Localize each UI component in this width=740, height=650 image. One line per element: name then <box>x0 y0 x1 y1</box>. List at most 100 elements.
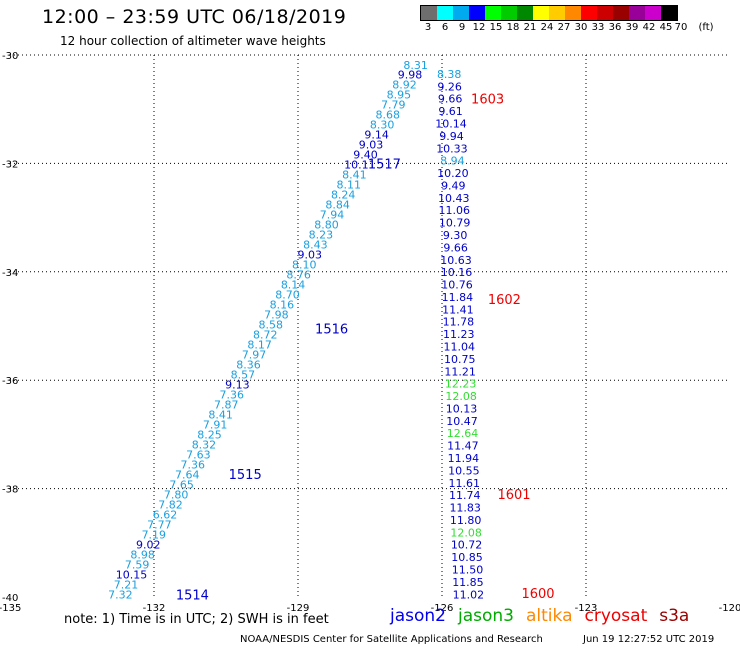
wave-height-legend: 3 6 9 12 15 18 21 24 27 30 33 36 39 42 45 70 (ft) <box>420 5 714 33</box>
pass-label: 1515 <box>229 468 262 483</box>
legend-swatch <box>629 6 645 20</box>
satellite-name: jason3 <box>458 606 514 626</box>
wave-height-value: 10.85 <box>451 551 483 564</box>
wave-height-value: 11.85 <box>452 576 484 589</box>
wave-height-value: 9.66 <box>438 93 463 106</box>
wave-height-value: 10.16 <box>441 266 473 279</box>
wave-height-value: 7.80 <box>164 488 189 501</box>
legend-swatch <box>613 6 629 20</box>
wave-height-value: 11.02 <box>453 588 485 601</box>
legend-label: 15 <box>489 22 503 33</box>
wave-height-value: 8.10 <box>292 259 317 272</box>
lat-tick-label: -38 <box>2 485 18 496</box>
satellite-name: cryosat <box>584 606 648 626</box>
wave-height-value: 8.23 <box>309 229 334 242</box>
wave-height-value: 8.70 <box>275 289 300 302</box>
wave-height-value: 9.13 <box>225 378 250 391</box>
page-subtitle: 12 hour collection of altimeter wave hei… <box>60 34 326 48</box>
wave-height-value: 11.41 <box>442 303 474 316</box>
wave-height-value: 7.94 <box>320 209 345 222</box>
legend-swatch <box>645 6 661 20</box>
legend-swatch <box>565 6 581 20</box>
pass-label: 1601 <box>497 488 530 503</box>
wave-height-value: 9.40 <box>353 149 378 162</box>
wave-height-value: 8.76 <box>286 269 311 282</box>
wave-height-value: 12.08 <box>450 526 482 539</box>
wave-height-value: 7.36 <box>181 458 206 471</box>
wave-height-value: 7.91 <box>203 418 228 431</box>
wave-height-value: 10.20 <box>437 167 469 180</box>
legend-label: 27 <box>557 22 571 33</box>
legend-label: 12 <box>472 22 486 33</box>
wave-height-value: 8.84 <box>325 199 350 212</box>
pass-label: 1514 <box>176 588 209 603</box>
wave-height-value: 12.08 <box>445 390 477 403</box>
wave-height-value: 9.03 <box>359 139 384 152</box>
wave-height-value: 11.80 <box>450 514 482 527</box>
wave-height-value: 10.75 <box>444 353 476 366</box>
wave-height-value: 7.65 <box>169 478 194 491</box>
legend-label: 42 <box>642 22 656 33</box>
wave-height-value: 7.59 <box>125 558 150 571</box>
lon-tick-label: -120 <box>719 603 740 614</box>
wave-height-value: 8.80 <box>314 219 339 232</box>
credit-text: NOAA/NESDIS Center for Satellite Applica… <box>240 634 543 645</box>
wave-height-value: 10.72 <box>451 539 483 552</box>
wave-height-value: 10.55 <box>448 464 480 477</box>
wave-height-value: 8.24 <box>331 189 356 202</box>
legend-label: 45 <box>659 22 673 33</box>
wave-height-value: 11.84 <box>442 291 474 304</box>
pass-label: 1517 <box>368 157 401 172</box>
wave-height-value: 11.50 <box>452 564 484 577</box>
wave-height-value: 12.23 <box>445 378 477 391</box>
lat-tick-label: -40 <box>2 593 18 604</box>
pass-label: 1602 <box>488 293 521 308</box>
legend-swatch <box>437 6 453 20</box>
footer-note: note: 1) Time is in UTC; 2) SWH is in fe… <box>64 612 329 627</box>
wave-height-value: 8.14 <box>281 279 306 292</box>
wave-height-value: 10.13 <box>446 402 478 415</box>
generated-timestamp: Jun 19 12:27:52 UTC 2019 <box>583 634 715 645</box>
wave-height-value: 7.97 <box>242 349 267 362</box>
satellite-name: s3a <box>659 606 690 626</box>
wave-height-value: 11.78 <box>443 316 475 329</box>
wave-height-value: 10.33 <box>436 142 468 155</box>
wave-height-value: 9.49 <box>441 179 466 192</box>
wave-height-value: 9.03 <box>298 249 323 262</box>
legend-swatch <box>501 6 517 20</box>
wave-height-value: 11.06 <box>438 204 470 217</box>
legend-swatch <box>421 6 437 20</box>
lon-tick-label: -129 <box>287 603 310 614</box>
wave-height-value: 7.79 <box>381 99 406 112</box>
legend-swatch <box>485 6 501 20</box>
wave-height-value: 7.82 <box>158 498 183 511</box>
wave-height-value: 8.92 <box>392 79 417 92</box>
wave-height-value: 12.64 <box>447 427 479 440</box>
wave-height-value: 11.47 <box>447 440 479 453</box>
legend-swatch <box>581 6 597 20</box>
legend-swatch <box>597 6 613 20</box>
legend-swatch <box>517 6 533 20</box>
wave-height-value: 9.61 <box>438 105 463 118</box>
lon-tick-label: -132 <box>143 603 166 614</box>
legend-swatch <box>661 6 677 20</box>
legend-label: 9 <box>458 22 466 33</box>
wave-height-value: 8.25 <box>197 428 222 441</box>
wave-height-value: 8.41 <box>208 408 233 421</box>
page-title: 12:00 – 23:59 UTC 06/18/2019 <box>42 6 347 28</box>
legend-unit: (ft) <box>698 22 714 33</box>
legend-label: 6 <box>441 22 449 33</box>
wave-height-value: 8.58 <box>259 319 284 332</box>
wave-height-value: 8.72 <box>253 329 278 342</box>
wave-height-value: 8.57 <box>231 368 256 381</box>
legend-labels: 3 6 9 12 15 18 21 24 27 30 33 36 39 42 45 70 (ft) <box>420 22 740 34</box>
lat-tick-label: -34 <box>2 268 18 279</box>
wave-height-value: 11.61 <box>449 477 481 490</box>
legend-swatches <box>420 5 678 21</box>
wave-height-value: 10.47 <box>446 415 478 428</box>
wave-height-value: 10.11 <box>344 159 376 172</box>
legend-label: 3 <box>424 22 432 33</box>
wave-height-value: 7.63 <box>186 448 211 461</box>
legend-swatch <box>453 6 469 20</box>
